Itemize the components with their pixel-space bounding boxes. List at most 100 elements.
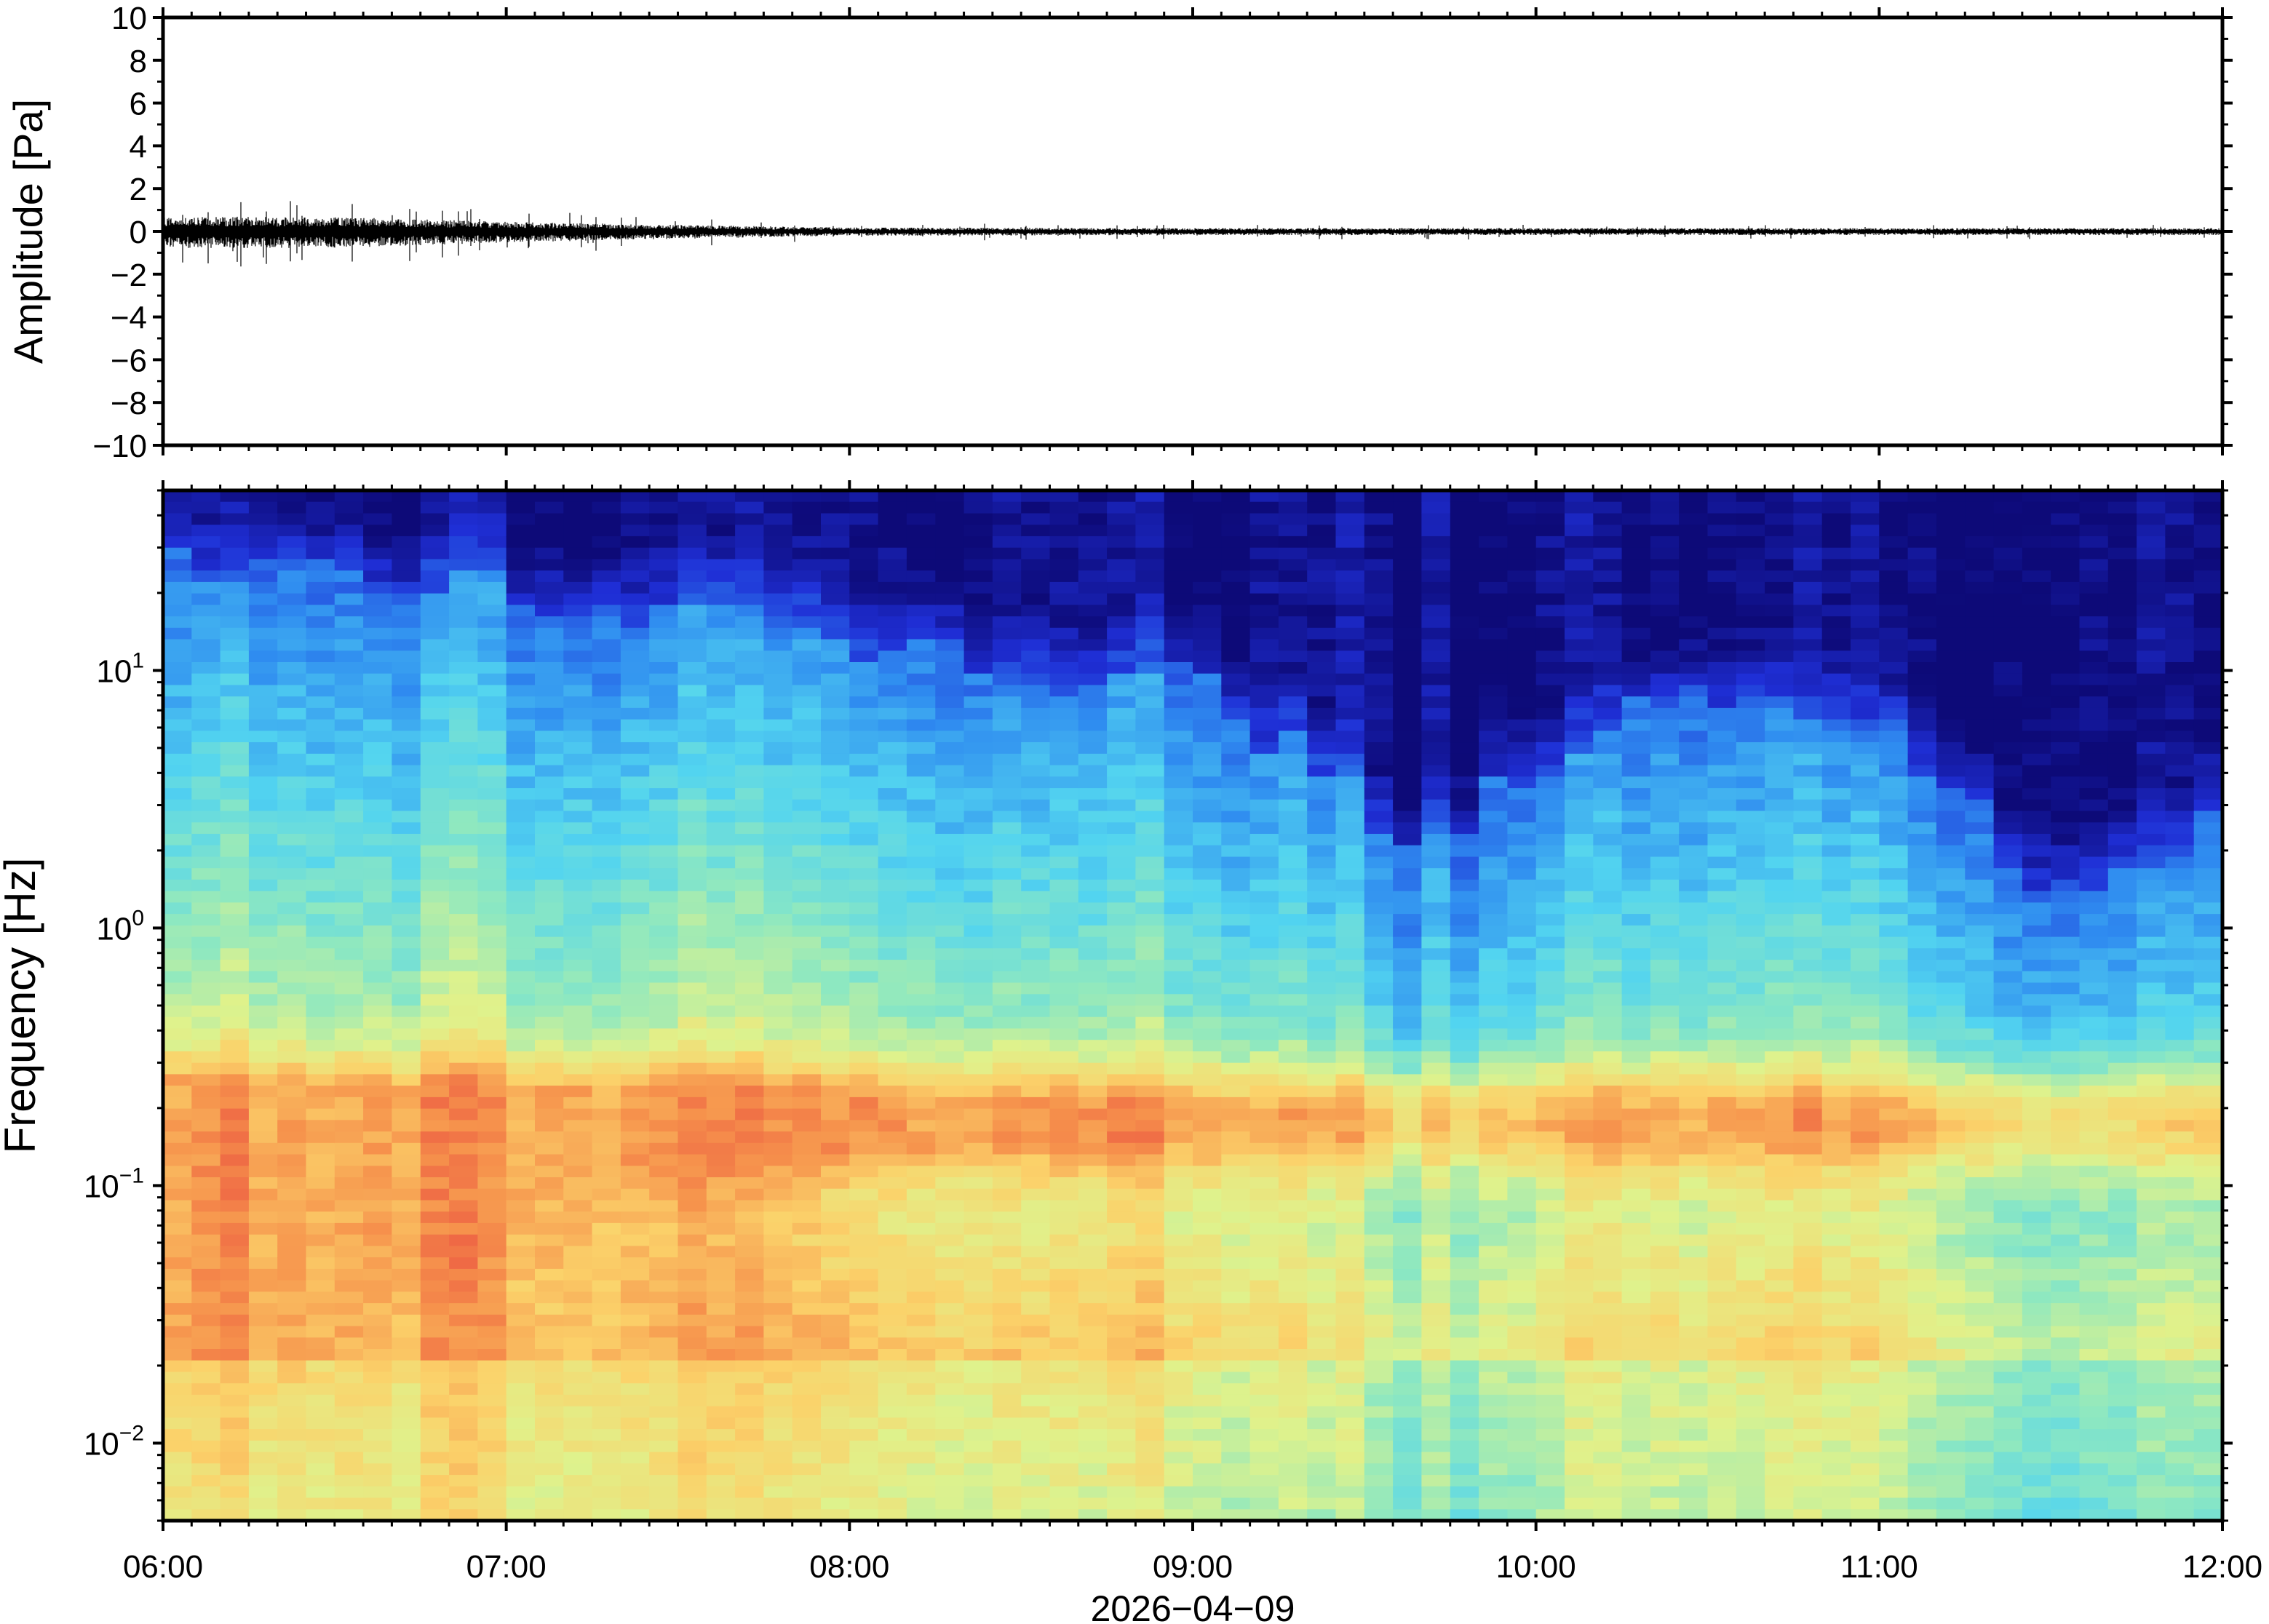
spectrogram-cell [449, 1314, 479, 1327]
spectrogram-cell [1621, 1154, 1651, 1166]
waveform-y-tick-label: 6 [130, 87, 147, 122]
spectrogram-cell [1421, 673, 1451, 686]
spectrogram-cell [878, 513, 907, 525]
spectrogram-cell [163, 501, 193, 514]
spectrogram-cell [1278, 1349, 1308, 1361]
spectrogram-cell [191, 1108, 221, 1121]
spectrogram-cell [963, 1394, 993, 1407]
spectrogram-cell [1307, 1452, 1337, 1465]
spectrogram-cell [1193, 1142, 1223, 1155]
spectrogram-cell [735, 1154, 765, 1166]
spectrogram-cell [277, 1016, 307, 1030]
spectrogram-cell [1249, 948, 1279, 960]
spectrogram-cell [506, 925, 536, 938]
spectrogram-cell [1193, 856, 1223, 869]
spectrogram-cell [1021, 547, 1051, 560]
spectrogram-cell [420, 605, 450, 617]
spectrogram-cell [392, 1108, 421, 1121]
spectrogram-cell [1565, 581, 1594, 594]
spectrogram-cell [163, 1040, 193, 1052]
spectrogram-cell [1107, 1028, 1137, 1040]
spectrogram-cell [963, 1096, 993, 1110]
spectrogram-cell [420, 925, 450, 938]
spectrogram-cell [592, 1062, 621, 1075]
spectrogram-cell [1650, 1486, 1680, 1499]
spectrogram-cell [220, 1406, 250, 1419]
spectrogram-cell [935, 1234, 965, 1247]
spectrogram-cell [1421, 1268, 1451, 1281]
spectrogram-cell [792, 1120, 822, 1132]
spectrogram-cell [1135, 650, 1165, 663]
spectrogram-cell [306, 1291, 335, 1304]
spectrogram-cell [363, 856, 393, 869]
spectrogram-cell [1364, 719, 1394, 732]
spectrogram-cell [191, 1222, 221, 1235]
spectrogram-cell [1135, 501, 1165, 514]
spectrogram-cell [191, 811, 221, 823]
spectrogram-cell [334, 1394, 364, 1407]
spectrogram-cell [649, 1383, 679, 1396]
spectrogram-cell [1049, 605, 1079, 617]
spectrogram-cell [1421, 605, 1451, 617]
spectrogram-cell [1593, 1062, 1623, 1075]
spectrogram-cell [992, 525, 1022, 537]
spectrogram-cell [1393, 513, 1423, 525]
spectrogram-cell [535, 822, 565, 835]
spectrogram-cell [535, 1337, 565, 1350]
spectrogram-cell [906, 856, 936, 869]
spectrogram-cell [477, 753, 507, 766]
spectrogram-cell [821, 570, 851, 583]
spectrogram-cell [449, 547, 479, 560]
spectrogram-cell [1621, 879, 1651, 892]
spectrogram-cell [649, 1509, 679, 1521]
spectrogram-cell [449, 639, 479, 651]
spectrogram-cell [1450, 811, 1479, 823]
spectrogram-cell [1049, 570, 1079, 583]
spectrogram-cell [1021, 1154, 1051, 1166]
spectrogram-cell [506, 1349, 536, 1361]
spectrogram-cell [334, 868, 364, 880]
spectrogram-cell [935, 673, 965, 686]
spectrogram-cell [1621, 1463, 1651, 1476]
spectrogram-cell [1450, 1177, 1479, 1190]
spectrogram-cell [1049, 501, 1079, 514]
spectrogram-cell [363, 1086, 393, 1098]
spectrogram-cell [220, 501, 250, 514]
spectrogram-cell [1164, 971, 1193, 984]
spectrogram-cell [1335, 547, 1365, 560]
spectrogram-cell [1621, 490, 1651, 503]
spectrogram-cell [792, 788, 822, 800]
spectrogram-cell [677, 581, 707, 594]
spectrogram-cell [1193, 1006, 1223, 1018]
spectrogram-cell [1393, 788, 1423, 800]
spectrogram-cell [1307, 788, 1337, 800]
spectrogram-cell [1507, 948, 1537, 960]
spectrogram-cell [563, 1314, 593, 1327]
spectrogram-cell [963, 914, 993, 926]
spectrogram-cell [1393, 1222, 1423, 1235]
spectrogram-cell [1364, 765, 1394, 778]
spectrogram-cell [992, 811, 1022, 823]
spectrogram-cell [1450, 616, 1479, 629]
spectrogram-cell [163, 1417, 193, 1430]
spectrogram-cell [248, 1452, 278, 1465]
spectrogram-cell [649, 1142, 679, 1155]
spectrogram-cell [1621, 650, 1651, 663]
spectrogram-cell [677, 1303, 707, 1315]
spectrogram-cell [477, 914, 507, 926]
spectrogram-cell [1335, 1257, 1365, 1270]
spectrogram-cell [506, 1417, 536, 1430]
spectrogram-cell [506, 559, 536, 571]
spectrogram-cell [878, 1349, 907, 1361]
spectrogram-cell [1249, 1222, 1279, 1235]
spectrogram-cell [1021, 1280, 1051, 1293]
spectrogram-cell [935, 662, 965, 674]
spectrogram-cell [735, 1486, 765, 1499]
spectrogram-cell [1565, 547, 1594, 560]
spectrogram-cell [163, 1016, 193, 1030]
spectrogram-cell [1507, 834, 1537, 846]
spectrogram-cell [906, 902, 936, 915]
spectrogram-cell [1021, 731, 1051, 743]
spectrogram-cell [677, 570, 707, 583]
spectrogram-cell [1107, 960, 1137, 972]
